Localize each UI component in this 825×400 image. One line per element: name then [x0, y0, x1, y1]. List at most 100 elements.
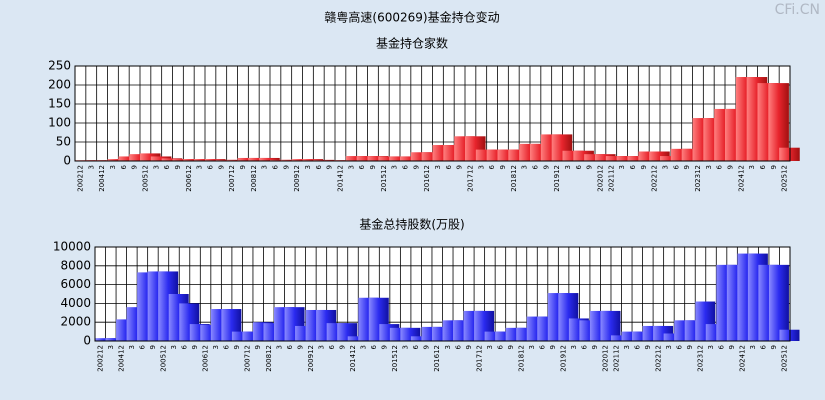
x-tick-label: 9 — [326, 165, 334, 169]
x-tick-label: 200912 — [307, 345, 315, 372]
x-tick-label: 9 — [542, 165, 550, 169]
x-tick-label: 6 — [488, 164, 496, 169]
x-tick-label: 3 — [87, 165, 95, 169]
x-tick-label: 202512 — [781, 165, 789, 192]
x-tick-label: 3 — [402, 345, 410, 349]
x-tick-label: 9 — [412, 165, 420, 169]
x-tick-label: 3 — [623, 345, 631, 349]
x-tick-label: 6 — [760, 344, 768, 349]
x-tick-label: 3 — [521, 165, 529, 169]
plot-border — [94, 246, 791, 342]
x-tick-label: 6 — [412, 344, 420, 349]
bar — [172, 159, 194, 161]
x-tick-label: 202012 — [602, 345, 610, 372]
bar — [768, 83, 789, 161]
bar — [660, 156, 681, 161]
bar — [508, 149, 529, 161]
x-tick-label: 202112 — [612, 345, 620, 372]
x-tick-label: 6 — [138, 344, 146, 349]
bar — [649, 151, 670, 161]
x-tick-label: 9 — [381, 345, 389, 349]
x-tick-label: 9 — [149, 345, 157, 349]
page-title: 赣粤高速(600269)基金持仓变动 — [324, 10, 499, 25]
bar — [475, 149, 497, 161]
x-tick-label: 202412 — [737, 165, 745, 192]
bar — [562, 150, 584, 161]
x-tick-label: 9 — [770, 165, 778, 169]
x-tick-label: 200812 — [265, 345, 273, 372]
x-tick-label: 9 — [456, 165, 464, 169]
bar — [616, 156, 638, 161]
bar — [486, 149, 508, 161]
x-tick-label: 3 — [391, 165, 399, 169]
x-tick-label: 201412 — [336, 165, 344, 192]
x-tick-label: 3 — [128, 345, 136, 349]
x-tick-label: 202112 — [607, 165, 615, 192]
x-tick-label: 202312 — [694, 165, 702, 192]
x-tick-label: 202512 — [781, 345, 789, 372]
x-tick-label: 9 — [549, 345, 557, 349]
bar — [632, 331, 653, 341]
bar — [140, 153, 161, 161]
x-tick-label: 9 — [233, 345, 241, 349]
x-tick-label: 9 — [686, 345, 694, 349]
x-tick-label: 9 — [644, 345, 652, 349]
bar — [600, 310, 621, 341]
x-tick-label: 9 — [296, 345, 304, 349]
x-tick-label: 9 — [239, 165, 247, 169]
x-tick-label: 3 — [444, 345, 452, 349]
bar — [421, 152, 443, 161]
x-tick-label: 6 — [629, 164, 637, 169]
x-tick-label: 9 — [369, 165, 377, 169]
x-tick-label: 3 — [109, 165, 117, 169]
x-tick-label: 6 — [163, 164, 171, 169]
bar — [345, 156, 367, 161]
x-tick-label: 6 — [358, 164, 366, 169]
x-tick-label: 9 — [683, 165, 691, 169]
y-tick-label: 250 — [48, 59, 71, 73]
bar — [497, 149, 519, 161]
bar — [183, 159, 204, 161]
bar — [367, 156, 389, 161]
bar — [270, 159, 291, 161]
bar — [410, 336, 431, 341]
bar — [313, 159, 334, 161]
x-tick-label: 3 — [707, 345, 715, 349]
x-tick-label: 6 — [223, 344, 231, 349]
x-tick-label: 201512 — [380, 165, 388, 192]
bar — [105, 338, 126, 341]
x-tick-label: 9 — [217, 165, 225, 169]
y-tick-label: 6000 — [60, 277, 91, 291]
x-tick-label: 6 — [581, 344, 589, 349]
x-tick-label: 6 — [370, 344, 378, 349]
bar — [95, 338, 116, 341]
x-tick-label: 3 — [347, 165, 355, 169]
x-tick-label: 9 — [174, 165, 182, 169]
x-tick-label: 9 — [770, 345, 778, 349]
x-tick-label: 3 — [749, 345, 757, 349]
x-tick-label: 3 — [528, 345, 536, 349]
x-tick-label: 6 — [531, 164, 539, 169]
x-tick-label: 201712 — [466, 165, 474, 192]
plot-border — [74, 65, 791, 162]
x-tick-label: 3 — [570, 345, 578, 349]
x-tick-label: 6 — [675, 344, 683, 349]
y-tick-label: 50 — [56, 135, 71, 149]
x-tick-label: 6 — [633, 344, 641, 349]
x-tick-label: 202412 — [739, 345, 747, 372]
bar — [259, 157, 280, 161]
y-tick-label: 0 — [83, 334, 91, 348]
x-tick-label: 3 — [477, 165, 485, 169]
x-tick-label: 9 — [423, 345, 431, 349]
x-tick-label: 6 — [716, 164, 724, 169]
chart-title: 基金总持股数(万股) — [359, 217, 464, 232]
bar — [356, 156, 378, 161]
bar — [248, 157, 269, 161]
x-tick-label: 9 — [465, 345, 473, 349]
bar — [779, 147, 800, 161]
bar — [291, 159, 313, 161]
x-tick-label: 6 — [672, 164, 680, 169]
x-tick-label: 200512 — [141, 165, 149, 192]
x-tick-label: 3 — [196, 165, 204, 169]
x-tick-label: 201512 — [391, 345, 399, 372]
